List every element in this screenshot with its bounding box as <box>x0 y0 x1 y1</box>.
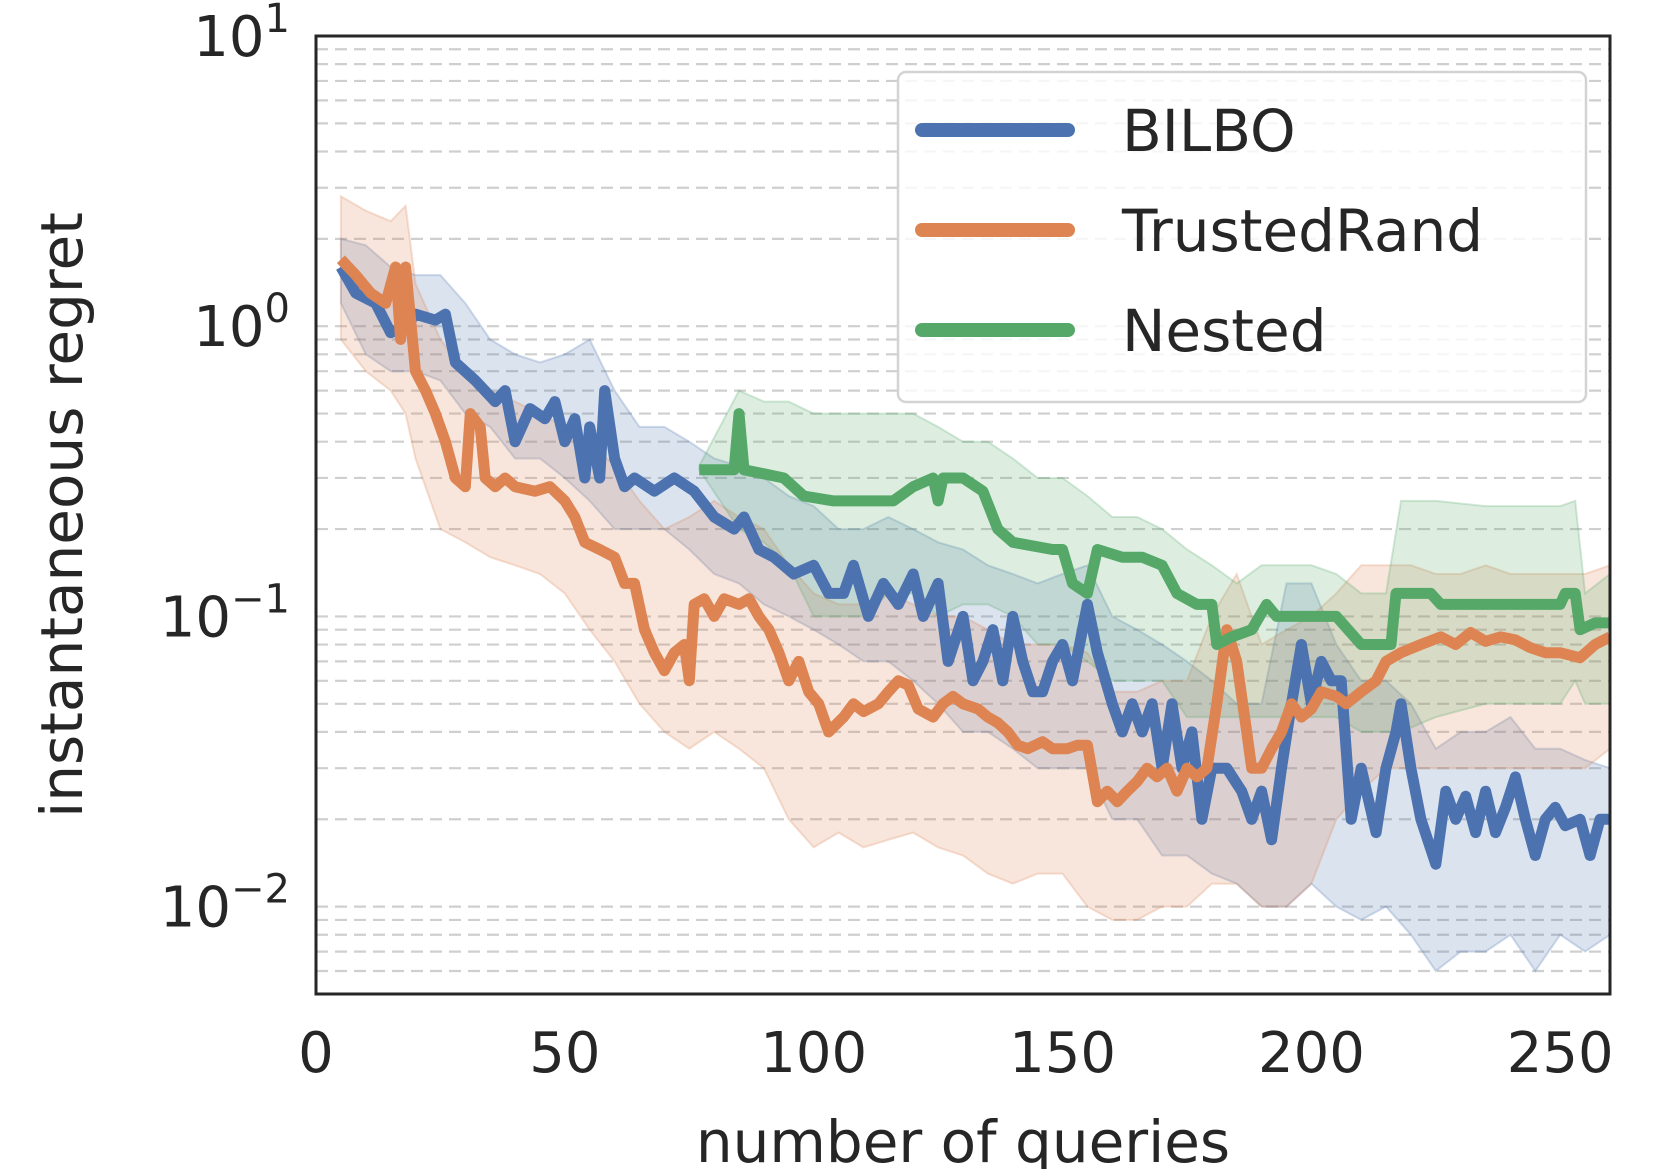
trustedrand-band <box>339 194 1610 921</box>
x-tick-label: 250 <box>1507 1021 1614 1086</box>
bilbo-band <box>339 237 1610 973</box>
y-tick-label: 100 <box>193 286 290 360</box>
legend-label-bilbo: BILBO <box>1122 97 1296 165</box>
y-tick-label: 10−2 <box>160 867 290 941</box>
x-tick-label: 0 <box>298 1021 334 1086</box>
x-tick-labels: 0 50 100 150 200 250 <box>298 1021 1613 1086</box>
y-tick-labels: 10−2 10−1 100 101 <box>160 0 290 941</box>
y-axis-label: instantaneous regret <box>28 212 96 818</box>
y-tick-label: 101 <box>193 0 290 70</box>
trustedrand-line <box>336 255 1610 808</box>
x-axis-label: number of queries <box>696 1108 1230 1169</box>
legend-items: BILBO TrustedRand Nested <box>915 97 1483 365</box>
y-tick-label: 10−1 <box>160 576 290 650</box>
nested-line <box>699 408 1610 650</box>
x-tick-label: 200 <box>1258 1021 1365 1086</box>
series-lines <box>336 255 1610 870</box>
legend: BILBO TrustedRand Nested <box>896 70 1588 404</box>
x-tick-label: 50 <box>529 1021 600 1086</box>
legend-box <box>896 70 1588 404</box>
legend-label-trustedrand: TrustedRand <box>1121 197 1483 265</box>
axes-frame <box>314 34 1612 996</box>
legend-label-nested: Nested <box>1122 297 1327 365</box>
x-tick-label: 100 <box>760 1021 867 1086</box>
x-tick-label: 150 <box>1009 1021 1116 1086</box>
bilbo-line <box>336 264 1610 870</box>
